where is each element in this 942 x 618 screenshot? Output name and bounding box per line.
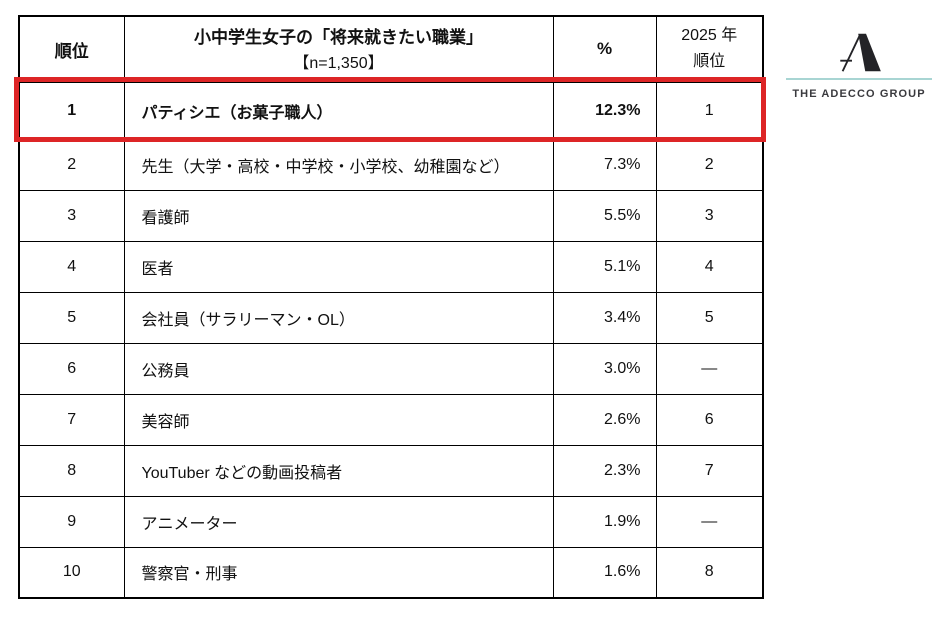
header-2025-rank-line2: 順位	[693, 53, 726, 71]
table-row-8: 8 YouTuber などの動画投稿者 2.3% 7	[18, 444, 764, 497]
table-row-7: 7 美容師 2.6% 6	[18, 393, 764, 446]
job-cell: 医者	[123, 240, 554, 293]
ranking-table-container: 順位 小中学生女子の「将来就きたい職業」 【n=1,350】 % 2025 年 …	[14, 15, 766, 599]
percent-cell: 3.4%	[552, 291, 657, 344]
table-row-6: 6 公務員 3.0% —	[18, 342, 764, 395]
rank-2025-cell: 8	[655, 546, 764, 599]
header-2025-rank: 2025 年 順位	[655, 15, 764, 83]
table-row-10: 10 警察官・刑事 1.6% 8	[18, 546, 764, 599]
percent-cell: 5.5%	[552, 189, 657, 242]
logo-text: THE ADECCO GROUP	[792, 88, 926, 100]
rank-2025-cell: —	[655, 495, 764, 548]
job-cell: 会社員（サラリーマン・OL）	[123, 291, 554, 344]
rank-2025-cell: 1	[655, 81, 764, 140]
header-2025-rank-line1: 2025 年	[681, 26, 738, 44]
rank-cell: 6	[18, 342, 125, 395]
header-job-title: 小中学生女子の「将来就きたい職業」	[194, 27, 483, 47]
job-cell: 公務員	[123, 342, 554, 395]
rank-2025-cell: —	[655, 342, 764, 395]
table-row-3: 3 看護師 5.5% 3	[18, 189, 764, 242]
percent-cell: 1.6%	[552, 546, 657, 599]
table-row-5: 5 会社員（サラリーマン・OL） 3.4% 5	[18, 291, 764, 344]
percent-cell: 1.9%	[552, 495, 657, 548]
header-job: 小中学生女子の「将来就きたい職業」 【n=1,350】	[123, 15, 554, 83]
rank-cell: 1	[18, 81, 125, 140]
rank-2025-cell: 2	[655, 138, 764, 191]
ranking-table: 順位 小中学生女子の「将来就きたい職業」 【n=1,350】 % 2025 年 …	[18, 15, 764, 599]
percent-cell: 5.1%	[552, 240, 657, 293]
table-row-4: 4 医者 5.1% 4	[18, 240, 764, 293]
percent-cell: 7.3%	[552, 138, 657, 191]
rank-cell: 5	[18, 291, 125, 344]
rank-cell: 3	[18, 189, 125, 242]
percent-cell: 2.3%	[552, 444, 657, 497]
percent-cell: 12.3%	[552, 81, 657, 140]
rank-2025-cell: 7	[655, 444, 764, 497]
adecco-logo: THE ADECCO GROUP	[786, 33, 932, 100]
adecco-a-icon	[840, 33, 881, 72]
logo-divider	[786, 78, 932, 80]
percent-cell: 2.6%	[552, 393, 657, 446]
rank-cell: 7	[18, 393, 125, 446]
job-cell: YouTuber などの動画投稿者	[123, 444, 554, 497]
table-header-row: 順位 小中学生女子の「将来就きたい職業」 【n=1,350】 % 2025 年 …	[18, 15, 764, 83]
job-cell: 美容師	[123, 393, 554, 446]
table-row-2: 2 先生（大学・高校・中学校・小学校、幼稚園など） 7.3% 2	[18, 138, 764, 191]
rank-cell: 9	[18, 495, 125, 548]
rank-cell: 10	[18, 546, 125, 599]
job-cell: 先生（大学・高校・中学校・小学校、幼稚園など）	[123, 138, 554, 191]
table-row-1: 1 パティシエ（お菓子職人） 12.3% 1	[18, 81, 764, 140]
job-cell: パティシエ（お菓子職人）	[123, 81, 554, 140]
job-cell: 看護師	[123, 189, 554, 242]
header-sample-size: 【n=1,350】	[293, 54, 384, 72]
rank-2025-cell: 4	[655, 240, 764, 293]
percent-cell: 3.0%	[552, 342, 657, 395]
rank-cell: 2	[18, 138, 125, 191]
header-rank: 順位	[18, 15, 125, 83]
rank-cell: 8	[18, 444, 125, 497]
table-row-9: 9 アニメーター 1.9% —	[18, 495, 764, 548]
rank-2025-cell: 6	[655, 393, 764, 446]
job-cell: アニメーター	[123, 495, 554, 548]
header-percent: %	[552, 15, 657, 83]
rank-cell: 4	[18, 240, 125, 293]
rank-2025-cell: 5	[655, 291, 764, 344]
rank-2025-cell: 3	[655, 189, 764, 242]
job-cell: 警察官・刑事	[123, 546, 554, 599]
